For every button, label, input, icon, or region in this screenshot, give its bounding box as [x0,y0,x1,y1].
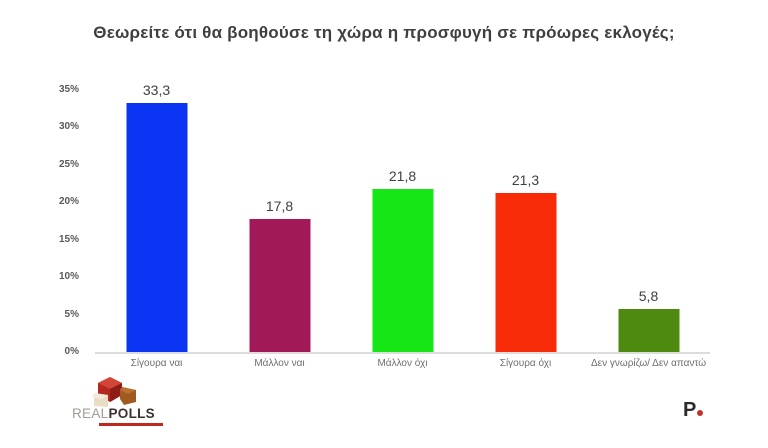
y-axis-tick: 15% [58,233,79,245]
y-axis-tick: 25% [58,158,79,170]
category-label: Δεν γνωρίζω/ Δεν απαντώ [590,358,707,369]
realpolls-word-polls: POLLS [108,406,155,421]
bar-5 [618,308,679,352]
y-axis-tick: 5% [64,308,79,320]
y-axis-tick: 10% [58,271,79,283]
y-axis-tick: 30% [58,121,79,133]
plot-area: 33,3 17,8 21,8 21,3 5,8 [95,83,710,354]
publisher-dot-icon [697,410,704,416]
category-label: Σίγουρα όχι [499,358,552,369]
bar-2 [249,218,310,352]
realpolls-underline [99,423,163,426]
bar-slot: 21,3 [464,90,587,352]
y-axis: 0% 5% 10% 15% 20% 25% 30% 35% [37,85,87,357]
bar-slot: 17,8 [218,90,341,352]
bar-value-label: 21,8 [388,167,417,184]
bar-slot: 33,3 [95,83,218,352]
y-axis-tick: 35% [58,84,79,95]
bar-3 [372,188,433,352]
bar-1 [126,102,187,352]
realpolls-wordmark: REALPOLLS [72,407,155,421]
realpolls-cubes-icon [92,377,136,407]
x-axis: Σίγουρα ναι Μάλλον ναι Μάλλον όχι Σίγουρα ό… [95,359,710,369]
realpolls-word-real: REAL [72,406,109,421]
bar-value-label: 21,3 [511,171,540,188]
bar-value-label: 17,8 [265,197,294,214]
bar-slot: 5,8 [587,90,710,352]
y-axis-tick: 0% [64,346,79,357]
publisher-logo: P [683,399,704,421]
publisher-letter: P [683,399,697,421]
chart-title: Θεωρείτε ότι θα βοηθούσε τη χώρα η προσφ… [93,23,675,42]
category-label: Σίγουρα ναι [130,358,183,369]
y-axis-tick: 20% [58,196,79,208]
bar-value-label: 5,8 [638,287,659,304]
category-label: Μάλλον όχι [377,358,428,369]
bar-slot: 21,8 [341,90,464,352]
bar-value-label: 33,3 [142,81,171,98]
bar-4 [495,192,556,352]
bar-chart: 0% 5% 10% 15% 20% 25% 30% 35% 33,3 17,8 21,8 21,3 5… [59,83,710,357]
category-label: Μάλλον ναι [254,358,305,369]
realpolls-logo: REALPOLLS [72,377,170,435]
